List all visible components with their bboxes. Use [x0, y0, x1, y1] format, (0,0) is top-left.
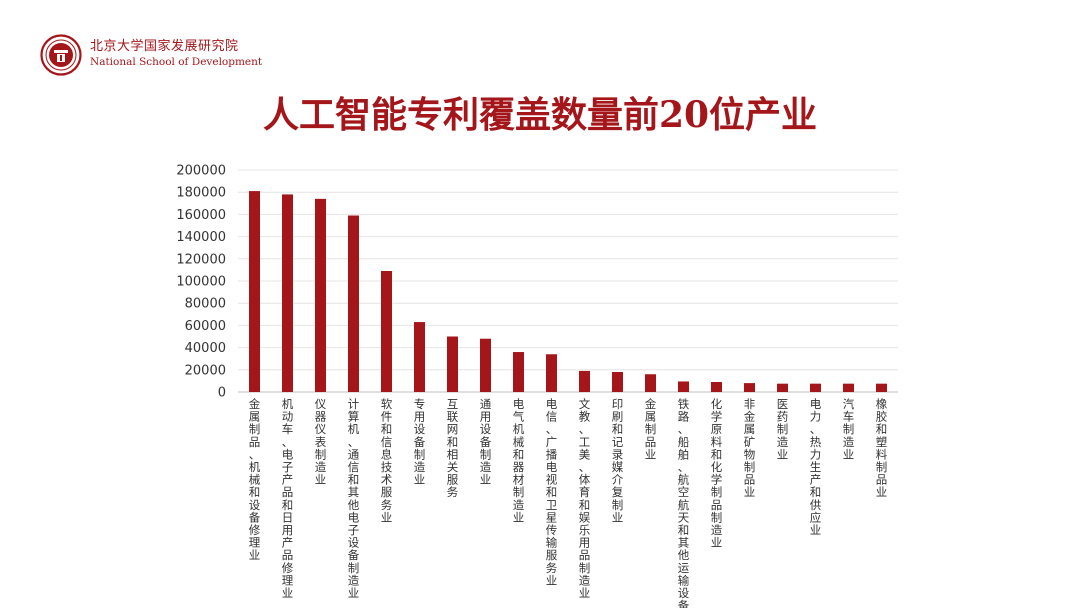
- bar: [513, 352, 524, 392]
- y-tick-label: 100000: [176, 275, 226, 290]
- bar: [810, 383, 821, 392]
- x-tick-label: 专用设备制造业: [414, 397, 426, 487]
- organization-name: 北京大学国家发展研究院 National School of Developme…: [90, 39, 262, 69]
- bar: [546, 354, 557, 392]
- y-tick-label: 200000: [176, 164, 226, 179]
- x-tick-label: 铁路、船舶、航空航天和其他运输设备制: [678, 397, 690, 608]
- x-tick-label: 非金属矿物制品业: [744, 397, 756, 499]
- y-tick-label: 160000: [176, 208, 226, 223]
- bar: [678, 381, 689, 392]
- x-tick-label: 医药制造业: [777, 397, 789, 461]
- bar: [414, 322, 425, 392]
- org-name-cn: 北京大学国家发展研究院: [90, 39, 239, 54]
- y-tick-label: 120000: [176, 252, 226, 267]
- y-tick-label: 0: [218, 386, 226, 401]
- x-tick-label: 橡胶和塑料制品业: [876, 397, 888, 499]
- y-tick-label: 40000: [185, 341, 226, 356]
- x-tick-label: 计算机、通信和其他电子设备制造业: [348, 397, 360, 600]
- bar: [282, 194, 293, 392]
- x-tick-label: 机动车、电子产品和日用产品修理业: [282, 397, 294, 600]
- chart-title: 人工智能专利覆盖数量前20位产业: [262, 94, 818, 136]
- bar: [777, 383, 788, 392]
- y-tick-label: 60000: [185, 319, 226, 334]
- bar: [315, 198, 326, 392]
- x-tick-label: 电信、广播电视和卫星传输服务业: [546, 397, 558, 587]
- x-tick-label: 软件和信息技术服务业: [381, 397, 393, 524]
- x-tick-label: 金属制品、机械和设备修理业: [249, 397, 261, 562]
- bar: [612, 372, 623, 392]
- x-tick-label: 仪器仪表制造业: [315, 397, 327, 487]
- y-tick-label: 80000: [185, 297, 226, 312]
- y-tick-label: 180000: [176, 186, 226, 201]
- bar: [447, 336, 458, 392]
- org-name-en: National School of Development: [90, 56, 263, 68]
- x-tick-label: 通用设备制造业: [480, 397, 492, 487]
- bar: [579, 370, 590, 392]
- bar: [843, 383, 854, 392]
- bar: [480, 338, 491, 392]
- x-tick-label: 电力、热力生产和供应业: [810, 397, 822, 537]
- bar: [711, 382, 722, 392]
- x-tick-label: 文教、工美、体育和娱乐用品制造业: [579, 397, 591, 600]
- x-tick-label: 汽车制造业: [843, 397, 855, 461]
- x-tick-label: 印刷和记录媒介复制业: [612, 397, 624, 524]
- y-tick-label: 140000: [176, 230, 226, 245]
- bar: [876, 383, 887, 392]
- y-tick-label: 20000: [185, 363, 226, 378]
- pku-logo-icon: [40, 34, 82, 76]
- bar: [249, 191, 260, 392]
- x-tick-label: 金属制品业: [645, 397, 657, 461]
- bar: [348, 215, 359, 392]
- bar: [645, 374, 656, 392]
- x-tick-label: 互联网和相关服务: [447, 397, 459, 499]
- x-tick-label: 化学原料和化学制品制造业: [711, 397, 723, 550]
- bar: [381, 271, 392, 392]
- x-tick-label: 电气机械和器材制造业: [513, 397, 525, 524]
- bar: [744, 383, 755, 392]
